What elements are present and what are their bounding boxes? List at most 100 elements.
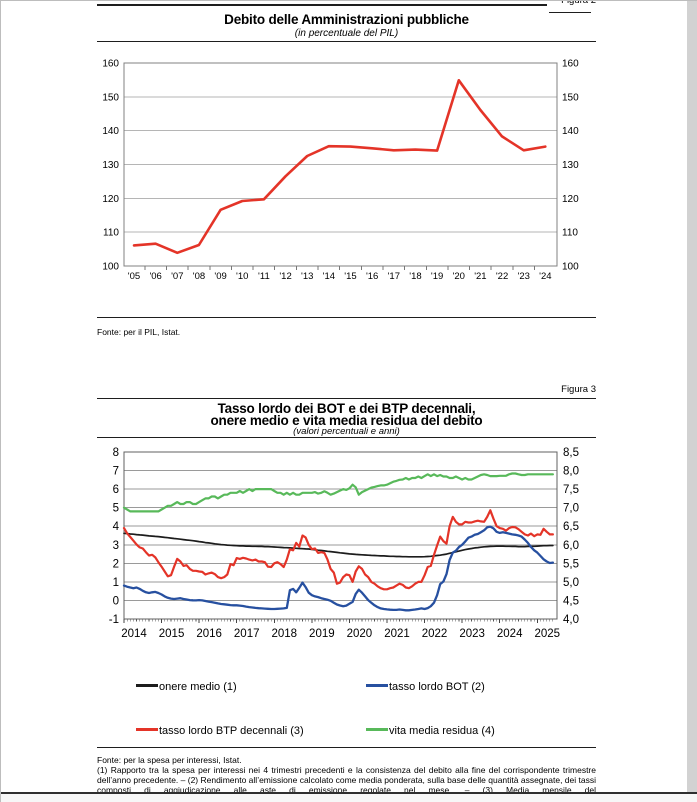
svg-text:'22: '22: [496, 271, 508, 282]
svg-text:2017: 2017: [234, 628, 260, 640]
legend-item-tasso-bot: tasso lordo BOT (2): [366, 681, 485, 693]
legend-label: tasso lordo BOT (2): [389, 681, 485, 693]
svg-text:'05: '05: [128, 271, 140, 282]
figure3-subtitle: (valori percentuali e anni): [293, 426, 400, 437]
svg-text:110: 110: [562, 228, 578, 239]
svg-text:150: 150: [102, 92, 119, 103]
svg-text:130: 130: [102, 160, 119, 171]
svg-text:140: 140: [562, 126, 579, 137]
svg-text:120: 120: [562, 194, 579, 205]
svg-text:140: 140: [102, 126, 119, 137]
figure2-title: Debito delle Amministrazioni pubbliche: [224, 12, 469, 27]
svg-text:'11: '11: [258, 271, 270, 282]
svg-text:2023: 2023: [459, 628, 485, 640]
legend-label: vita media residua (4): [389, 725, 495, 737]
svg-text:'24: '24: [539, 271, 551, 282]
figure2-subtitle: (in percentuale del PIL): [294, 28, 399, 39]
svg-text:2016: 2016: [196, 628, 222, 640]
svg-text:4,0: 4,0: [563, 614, 579, 626]
svg-text:6,0: 6,0: [563, 540, 579, 552]
svg-text:0: 0: [113, 595, 119, 607]
svg-text:'19: '19: [431, 271, 443, 282]
svg-text:100: 100: [562, 262, 579, 273]
svg-text:'12: '12: [279, 271, 291, 282]
svg-text:'17: '17: [388, 271, 400, 282]
figure3-title-line1: Tasso lordo dei BOT e dei BTP decennali,: [217, 401, 476, 416]
legend-item-onere-medio: onere medio (1): [136, 681, 237, 693]
figura2-title-rule: [97, 40, 596, 43]
svg-text:2018: 2018: [271, 628, 297, 640]
svg-text:'15: '15: [344, 271, 356, 282]
figura2-label-underline: [549, 11, 591, 14]
svg-text:7: 7: [113, 466, 119, 478]
svg-text:'21: '21: [474, 271, 486, 282]
legend-label: onere medio (1): [159, 681, 237, 693]
page-right-margin: [687, 1, 697, 793]
svg-text:130: 130: [562, 160, 579, 171]
legend-item-vita-media: vita media residua (4): [366, 725, 495, 737]
figura3-label: Figura 3: [561, 384, 596, 395]
svg-text:2020: 2020: [347, 628, 373, 640]
svg-text:2022: 2022: [422, 628, 448, 640]
svg-text:'10: '10: [236, 271, 248, 282]
svg-text:4,5: 4,5: [563, 595, 579, 607]
svg-text:'23: '23: [518, 271, 530, 282]
svg-text:160: 160: [102, 59, 119, 70]
svg-text:'14: '14: [323, 271, 335, 282]
svg-text:-1: -1: [109, 614, 119, 626]
svg-text:1: 1: [113, 577, 119, 589]
svg-text:5: 5: [113, 503, 119, 515]
svg-text:6,5: 6,5: [563, 521, 579, 533]
debt-to-gdp-chart: 100 100 110 110 120 120 130 130 140 140 150 150 160 1…: [102, 59, 579, 283]
svg-text:'13: '13: [301, 271, 313, 282]
figura2-top-rule: [97, 4, 547, 6]
svg-text:3: 3: [113, 540, 119, 552]
svg-text:'18: '18: [409, 271, 421, 282]
figura3-bottom-rule: [97, 746, 596, 749]
svg-text:8,5: 8,5: [563, 447, 579, 459]
svg-text:2019: 2019: [309, 628, 335, 640]
svg-text:5,0: 5,0: [563, 577, 579, 589]
svg-text:'08: '08: [193, 271, 205, 282]
svg-text:7,5: 7,5: [563, 484, 579, 496]
rates-chart: 8 8,5 7 8,0 6 7,5 5 7,0 4 6,5 3 6,0 2 5,5 1 5,0 0 4,5 -1 4,…: [109, 447, 579, 640]
svg-text:'16: '16: [366, 271, 378, 282]
svg-text:4: 4: [113, 521, 120, 533]
figura2-bottom-rule: [97, 316, 596, 319]
svg-text:8: 8: [113, 447, 119, 459]
svg-text:2014: 2014: [121, 628, 147, 640]
svg-text:2025: 2025: [534, 628, 560, 640]
figure3-title-line2: onere medio e vita media residua del deb…: [210, 412, 483, 428]
svg-text:2024: 2024: [497, 628, 523, 640]
fonte-figura2: Fonte: per il PIL, Istat.: [97, 327, 181, 337]
figura3-title-rule: [97, 436, 596, 439]
svg-text:110: 110: [103, 228, 119, 239]
black-line-swatch: [136, 684, 158, 687]
svg-text:'07: '07: [171, 271, 183, 282]
svg-text:120: 120: [102, 194, 119, 205]
svg-text:5,5: 5,5: [563, 558, 579, 570]
svg-text:'09: '09: [214, 271, 226, 282]
blue-line-swatch: [366, 684, 388, 687]
svg-text:150: 150: [562, 92, 579, 103]
window-bottom-edge: [1, 792, 697, 802]
green-line-swatch: [366, 728, 388, 731]
svg-text:2021: 2021: [384, 628, 410, 640]
figura3-top-rule: [97, 397, 596, 400]
svg-text:6: 6: [113, 484, 119, 496]
svg-text:8,0: 8,0: [563, 466, 579, 478]
svg-text:100: 100: [102, 262, 119, 273]
legend-label: tasso lordo BTP decennali (3): [159, 725, 304, 737]
footnote-text: (1) Rapporto tra la spesa per interessi …: [97, 765, 596, 795]
svg-text:2: 2: [113, 558, 119, 570]
figura2-label: Figura 2: [561, 0, 596, 6]
svg-text:'06: '06: [149, 271, 161, 282]
svg-text:'20: '20: [453, 271, 465, 282]
legend-item-tasso-btp: tasso lordo BTP decennali (3): [136, 725, 304, 737]
red-line-swatch: [136, 728, 158, 731]
fonte-figura3: Fonte: per la spesa per interessi, Istat…: [97, 755, 242, 765]
svg-text:7,0: 7,0: [563, 503, 579, 515]
svg-text:160: 160: [562, 59, 579, 70]
svg-text:2015: 2015: [159, 628, 185, 640]
